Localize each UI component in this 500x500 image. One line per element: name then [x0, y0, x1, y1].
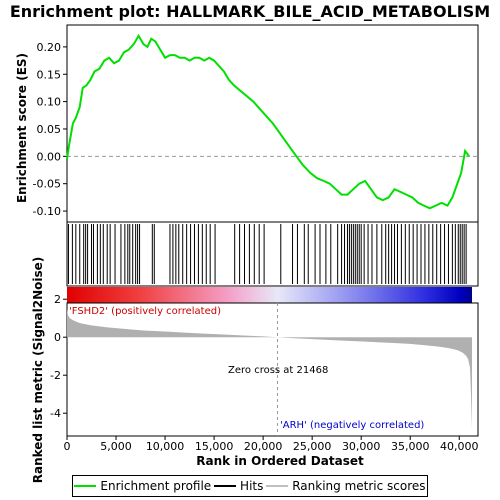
x-tick-label: 0 — [64, 440, 71, 453]
metric-y-tick-label: 2 — [54, 293, 61, 306]
es-y-tick-label: 0.00 — [37, 150, 62, 163]
x-tick-label: 20,000 — [244, 440, 283, 453]
hits-swatch — [214, 485, 237, 487]
ranking-metric-swatch — [266, 485, 289, 487]
es-y-tick-label: -0.05 — [33, 178, 61, 191]
x-tick-label: 40,000 — [440, 440, 479, 453]
metric-y-tick-label: -2 — [50, 369, 61, 382]
es-y-tick-label: 0.05 — [37, 123, 62, 136]
legend-label: Ranking metric scores — [292, 479, 426, 493]
x-tick-label: 10,000 — [146, 440, 185, 453]
color-bar-gradient — [67, 287, 472, 303]
es-y-tick-label: 0.10 — [37, 96, 62, 109]
legend-label: Hits — [240, 479, 264, 493]
ranking-color-bar — [67, 287, 472, 303]
x-tick-label: 30,000 — [342, 440, 381, 453]
positive-correlation-label: 'FSHD2' (positively correlated) — [69, 306, 221, 317]
hits-panel — [66, 221, 479, 287]
zero-cross-label: Zero cross at 21468 — [228, 365, 328, 376]
x-tick-label: 35,000 — [391, 440, 430, 453]
x-tick-label: 15,000 — [195, 440, 234, 453]
es-y-tick-label: 0.15 — [37, 68, 62, 81]
metric-y-axis-label: Ranked list metric (Signal2Noise) — [31, 257, 45, 484]
es-y-axis-label: Enrichment score (ES) — [15, 53, 29, 203]
hits-frame — [66, 221, 479, 287]
legend-label: Enrichment profile — [100, 479, 212, 493]
metric-panel: -4 -2 0 2 0 5,000 10,000 15,000 20,000 25,000 30,… — [31, 257, 479, 484]
legend-item-hits: Hits — [214, 479, 263, 493]
x-tick-label: 25,000 — [293, 440, 332, 453]
ranking-metric-area — [67, 308, 472, 430]
es-panel: -0.10 -0.05 0.00 0.05 0.10 0.15 0.20 Enrichmen… — [15, 24, 479, 223]
metric-y-tick-label: 0 — [54, 331, 61, 344]
metric-plot-frame — [66, 302, 479, 437]
legend-item-ranking-metric: Ranking metric scores — [266, 479, 426, 493]
x-axis-label: Rank in Ordered Dataset — [196, 454, 364, 468]
legend-item-enrichment-profile: Enrichment profile — [74, 479, 211, 493]
enrichment-profile-line — [66, 33, 470, 210]
chart-title: Enrichment plot: HALLMARK_BILE_ACID_META… — [10, 2, 490, 21]
es-y-tick-label: 0.20 — [37, 41, 62, 54]
x-tick-label: 5,000 — [100, 440, 132, 453]
metric-y-tick-label: -4 — [50, 407, 61, 420]
negative-correlation-label: 'ARH' (negatively correlated) — [280, 420, 424, 431]
es-y-tick-label: -0.10 — [33, 205, 61, 218]
legend: Enrichment profile Hits Ranking metric s… — [72, 475, 428, 497]
enrichment-profile-swatch — [74, 485, 97, 487]
